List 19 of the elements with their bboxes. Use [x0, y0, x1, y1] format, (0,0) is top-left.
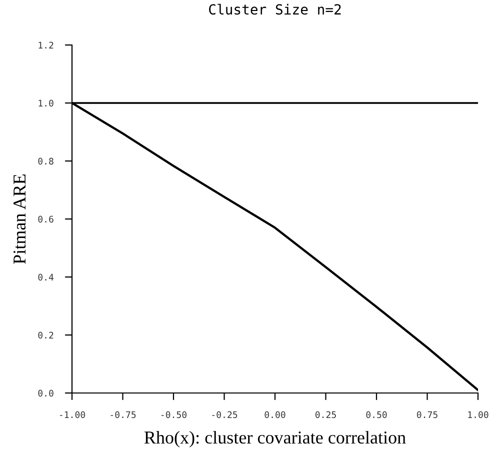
x-tick-label: 0.00	[264, 411, 286, 418]
x-tick-label: -0.75	[110, 411, 136, 418]
y-tick-label: 0.2	[38, 332, 54, 339]
y-axis-title: Pitman ARE	[14, 174, 26, 264]
x-tick-label: 0.75	[416, 411, 438, 418]
y-tick-label: 1.2	[38, 42, 54, 48]
y-tick-label: 1.0	[38, 100, 54, 107]
y-tick-label: 0.8	[38, 158, 54, 165]
x-axis-title: Rho(x): cluster covariate correlation	[144, 430, 406, 448]
x-tick-label: 1.00	[468, 411, 488, 418]
y-tick-label: 0.0	[38, 390, 54, 397]
x-tick-label: 0.50	[366, 411, 387, 418]
x-tick-label: -1.00	[60, 411, 86, 418]
x-tick-label: -0.25	[212, 411, 238, 418]
x-tick-label: -0.50	[161, 411, 187, 418]
x-tick-label: 0.25	[315, 411, 336, 418]
y-tick-label: 0.6	[38, 216, 54, 223]
chart-title: Cluster Size n=2	[209, 4, 341, 15]
y-tick-label: 0.4	[38, 274, 54, 281]
